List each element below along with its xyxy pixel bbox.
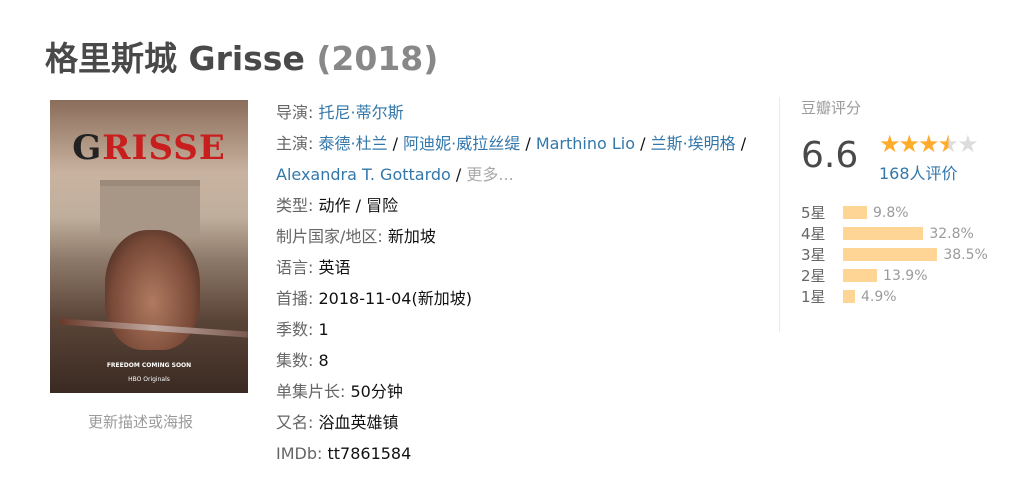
poster-building <box>100 180 200 236</box>
rating-bar <box>843 248 938 261</box>
rating-pct: 9.8% <box>873 204 909 221</box>
star-icon: ★ <box>918 130 939 158</box>
update-poster-link[interactable]: 更新描述或海报 <box>88 413 194 431</box>
rating-bar-row: 2星 13.9% <box>801 265 988 286</box>
star-icon: ★ <box>957 130 978 158</box>
rating-pct: 4.9% <box>861 288 897 305</box>
country-row: 制片国家/地区: 新加坡 <box>276 227 436 246</box>
star-icon: ★ <box>937 130 959 158</box>
cast-row: 主演: 泰德·杜兰 / 阿迪妮·威拉丝缇 / Marthino Lio / 兰斯… <box>276 134 747 184</box>
imdb-row: IMDb: tt7861584 <box>276 444 412 463</box>
cast-link[interactable]: 阿迪妮·威拉丝缇 <box>403 134 521 153</box>
rating-score: 6.6 <box>801 135 859 176</box>
rating-bar-row: 1星 4.9% <box>801 286 988 307</box>
cast-link[interactable]: 兰斯·埃明格 <box>650 134 736 153</box>
star-level: 4星 <box>801 225 826 243</box>
rating-bar-row: 3星 38.5% <box>801 244 988 265</box>
rating-bar-row: 4星 32.8% <box>801 223 988 244</box>
star-level: 5星 <box>801 204 826 222</box>
genre-row: 类型: 动作 / 冒险 <box>276 196 399 215</box>
more-cast-link[interactable]: 更多... <box>466 165 514 184</box>
cast-link[interactable]: Marthino Lio <box>535 134 636 153</box>
rating-panel: 豆瓣评分 6.6 ★★★★★ 168人评价 5星 9.8% 4星 32.8% 3星 38.… <box>779 97 1024 332</box>
poster-tagline: FREEDOM COMING SOON <box>106 362 192 369</box>
language-row: 语言: 英语 <box>276 258 351 277</box>
rating-bar <box>843 206 867 219</box>
poster-network: HBO Originals <box>128 376 170 383</box>
star-level: 1星 <box>801 288 826 306</box>
cast-link[interactable]: Alexandra T. Gottardo <box>276 165 451 184</box>
star-icon: ★ <box>879 130 900 158</box>
rating-bar <box>843 227 924 240</box>
star-level: 2星 <box>801 267 826 285</box>
star-rating: ★★★★★ <box>879 130 979 158</box>
rating-pct: 32.8% <box>929 225 974 242</box>
rating-count-link[interactable]: 168人评价 <box>879 164 958 183</box>
rating-label: 豆瓣评分 <box>801 99 862 117</box>
seasons-row: 季数: 1 <box>276 320 329 339</box>
rating-pct: 38.5% <box>943 246 988 263</box>
aka-row: 又名: 浴血英雄镇 <box>276 413 399 432</box>
title-year: (2018) <box>316 39 439 78</box>
star-icon: ★ <box>898 130 920 158</box>
cast-link[interactable]: 泰德·杜兰 <box>318 134 388 153</box>
title-name: 格里斯城 Grisse <box>45 39 305 78</box>
poster-logo: GRISSE <box>72 128 226 168</box>
rating-pct: 13.9% <box>883 267 928 284</box>
episodes-row: 集数: 8 <box>276 351 329 370</box>
info-panel: 导演: 托尼·蒂尔斯 主演: 泰德·杜兰 / 阿迪妮·威拉丝缇 / Marthi… <box>276 97 771 469</box>
rating-bar-row: 5星 9.8% <box>801 202 988 223</box>
rating-bar <box>843 269 878 282</box>
premiere-row: 首播: 2018-11-04(新加坡) <box>276 289 472 308</box>
page-title: 格里斯城 Grisse (2018) <box>45 32 438 80</box>
rating-bar <box>843 290 855 303</box>
runtime-row: 单集片长: 50分钟 <box>276 382 403 401</box>
director-link[interactable]: 托尼·蒂尔斯 <box>318 103 404 122</box>
rating-breakdown: 5星 9.8% 4星 32.8% 3星 38.5% 2星 13.9% 1星 4.9% <box>801 202 988 307</box>
star-level: 3星 <box>801 246 826 264</box>
poster-image[interactable]: GRISSE FREEDOM COMING SOON HBO Originals <box>50 100 248 393</box>
director-row: 导演: 托尼·蒂尔斯 <box>276 103 404 122</box>
